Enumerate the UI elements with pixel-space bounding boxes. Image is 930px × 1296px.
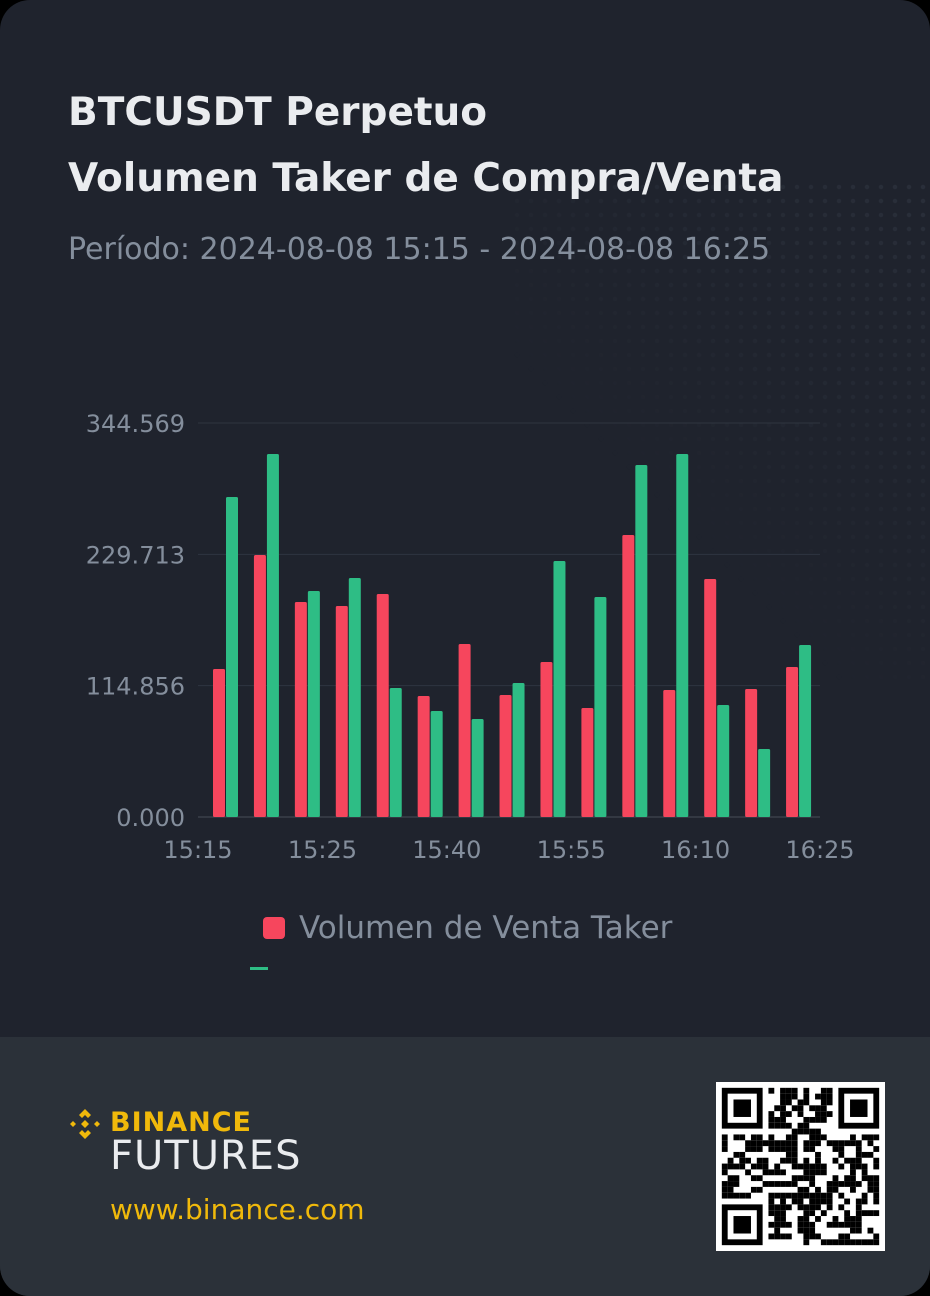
bar-sell: [581, 708, 594, 817]
legend: Volumen de Venta Taker: [0, 905, 930, 970]
bar-sell: [622, 535, 635, 817]
y-tick-label: 229.713: [86, 541, 185, 569]
bar-sell: [663, 689, 676, 817]
bar-buy: [512, 682, 525, 817]
bar-buy: [553, 560, 566, 817]
x-tick-label: 15:25: [288, 836, 357, 864]
bar-buy: [635, 465, 648, 817]
legend-swatch-buy: [250, 967, 268, 970]
bar-buy: [348, 578, 361, 817]
bar-sell: [786, 666, 799, 817]
bar-buy: [389, 688, 402, 817]
bar-buy: [594, 596, 607, 817]
bar-sell: [335, 606, 348, 817]
dot-pattern: [510, 180, 930, 680]
bar-buy: [471, 719, 484, 817]
legend-swatch-sell: [263, 917, 285, 939]
footer: BINANCE FUTURES www.binance.com: [0, 1037, 930, 1296]
bar-sell: [213, 669, 225, 817]
bar-chart: 0.000 114.856 229.713 344.569 15:15 15:25 15:4…: [86, 410, 855, 864]
x-tick-label: 15:40: [412, 836, 481, 864]
bar-sell: [499, 694, 512, 817]
y-tick-label: 344.569: [86, 410, 185, 438]
bar-buy: [717, 705, 730, 817]
bar-buy: [799, 645, 812, 817]
product-name: FUTURES: [110, 1133, 302, 1179]
bar-buy: [226, 496, 238, 817]
x-tick-label: 16:25: [785, 836, 854, 864]
website-link[interactable]: www.binance.com: [110, 1193, 365, 1226]
bar-sell: [294, 602, 307, 817]
bar-sell: [704, 579, 717, 817]
x-tick-label: 16:10: [661, 836, 730, 864]
qr-code: [716, 1082, 885, 1251]
title-line2: Volumen Taker de Compra/Venta: [68, 156, 784, 201]
legend-item-sell[interactable]: Volumen de Venta Taker: [263, 910, 672, 946]
period-label: Período: 2024-08-08 15:15 - 2024-08-08 1…: [68, 232, 771, 267]
y-tick-label: 114.856: [86, 673, 185, 701]
title-line1: BTCUSDT Perpetuo: [68, 90, 488, 135]
bar-sell: [458, 643, 471, 817]
bar-sell: [376, 594, 389, 817]
bar-sell: [417, 696, 430, 817]
x-tick-label: 15:15: [163, 836, 232, 864]
bar-buy: [307, 591, 320, 817]
chart-title: BTCUSDT Perpetuo Volumen Taker de Compra…: [68, 80, 783, 212]
y-tick-label: 0.000: [116, 804, 185, 832]
bar-buy: [266, 453, 279, 817]
brand-name: BINANCE: [110, 1107, 252, 1138]
legend-label-sell: Volumen de Venta Taker: [299, 910, 673, 946]
binance-logo-icon: [70, 1109, 100, 1139]
bar-sell: [540, 661, 553, 817]
bar-buy: [676, 453, 689, 817]
bar-sell: [253, 555, 266, 817]
bar-sell: [745, 689, 758, 817]
bar-buy: [430, 711, 443, 817]
x-tick-label: 15:55: [537, 836, 606, 864]
bar-buy: [758, 748, 771, 817]
